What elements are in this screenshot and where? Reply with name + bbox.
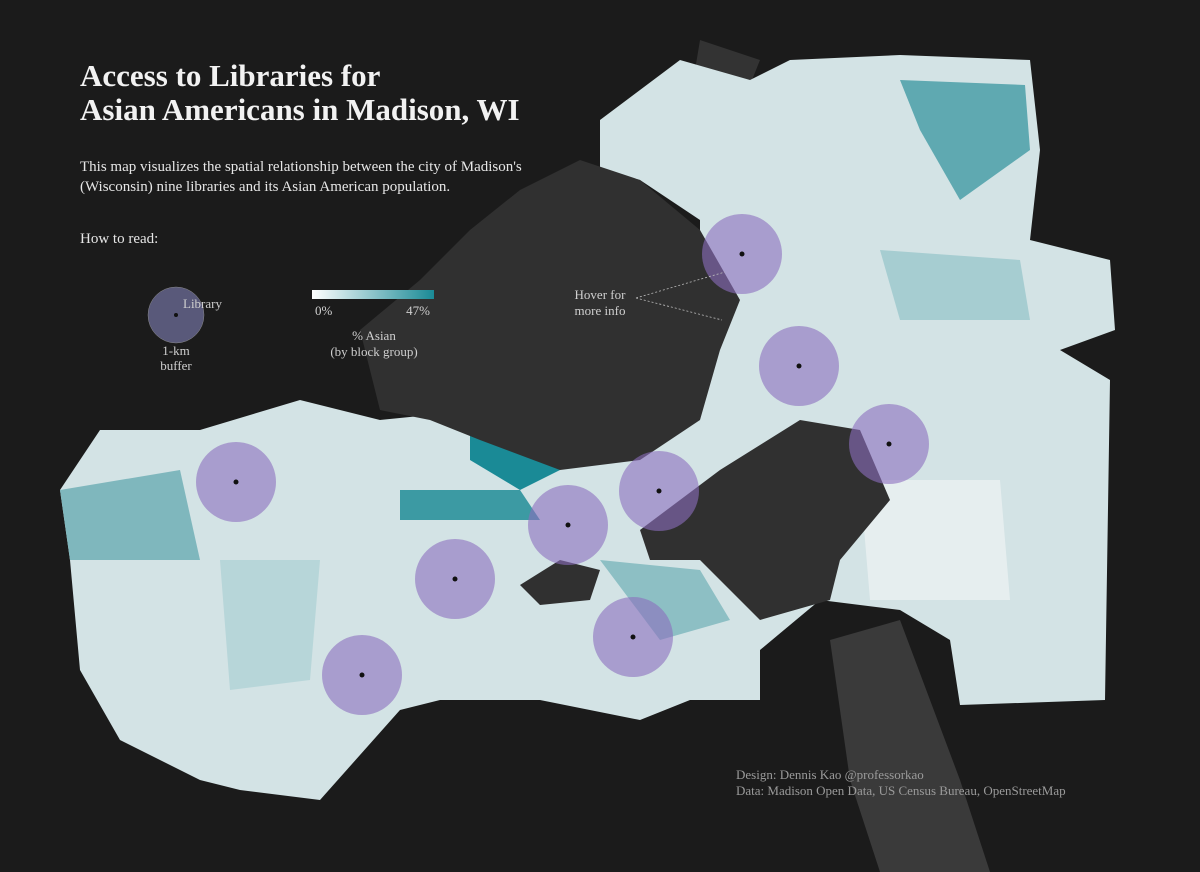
lake-waubesa (830, 620, 990, 872)
library[interactable] (528, 485, 608, 565)
annotation: Hover for (575, 287, 627, 302)
lake-wingra (520, 560, 600, 605)
legend-scale-label: % Asian (352, 328, 396, 343)
credit: Design: Dennis Kao @professorkao (736, 767, 924, 782)
library[interactable] (759, 326, 839, 406)
description: This map visualizes the spatial relation… (80, 159, 522, 175)
library[interactable] (702, 214, 782, 294)
library[interactable] (196, 442, 276, 522)
title: Access to Libraries for (80, 58, 381, 93)
title: Asian Americans in Madison, WI (80, 92, 520, 127)
legend-scale-max: 47% (406, 303, 430, 318)
library[interactable] (415, 539, 495, 619)
legend-buffer-label: buffer (160, 358, 192, 373)
credit: Data: Madison Open Data, US Census Burea… (736, 783, 1066, 798)
legend-scale-label: (by block group) (330, 344, 417, 359)
description: (Wisconsin) nine libraries and its Asian… (80, 179, 450, 195)
lake-mendota (360, 160, 740, 470)
legend-scale-min: 0% (315, 303, 333, 318)
library[interactable] (322, 635, 402, 715)
legend-buffer-label: 1-km (162, 343, 189, 358)
legend-library-point (174, 313, 178, 317)
lake-monona (640, 420, 890, 620)
library[interactable] (849, 404, 929, 484)
library[interactable] (593, 597, 673, 677)
library[interactable] (619, 451, 699, 531)
libraries (196, 214, 929, 715)
annotation: more info (575, 303, 626, 318)
legend-scale (312, 290, 434, 299)
annotation-leader (635, 271, 726, 321)
legend-heading: How to read: (80, 231, 158, 247)
legend-library: Library (183, 296, 222, 311)
